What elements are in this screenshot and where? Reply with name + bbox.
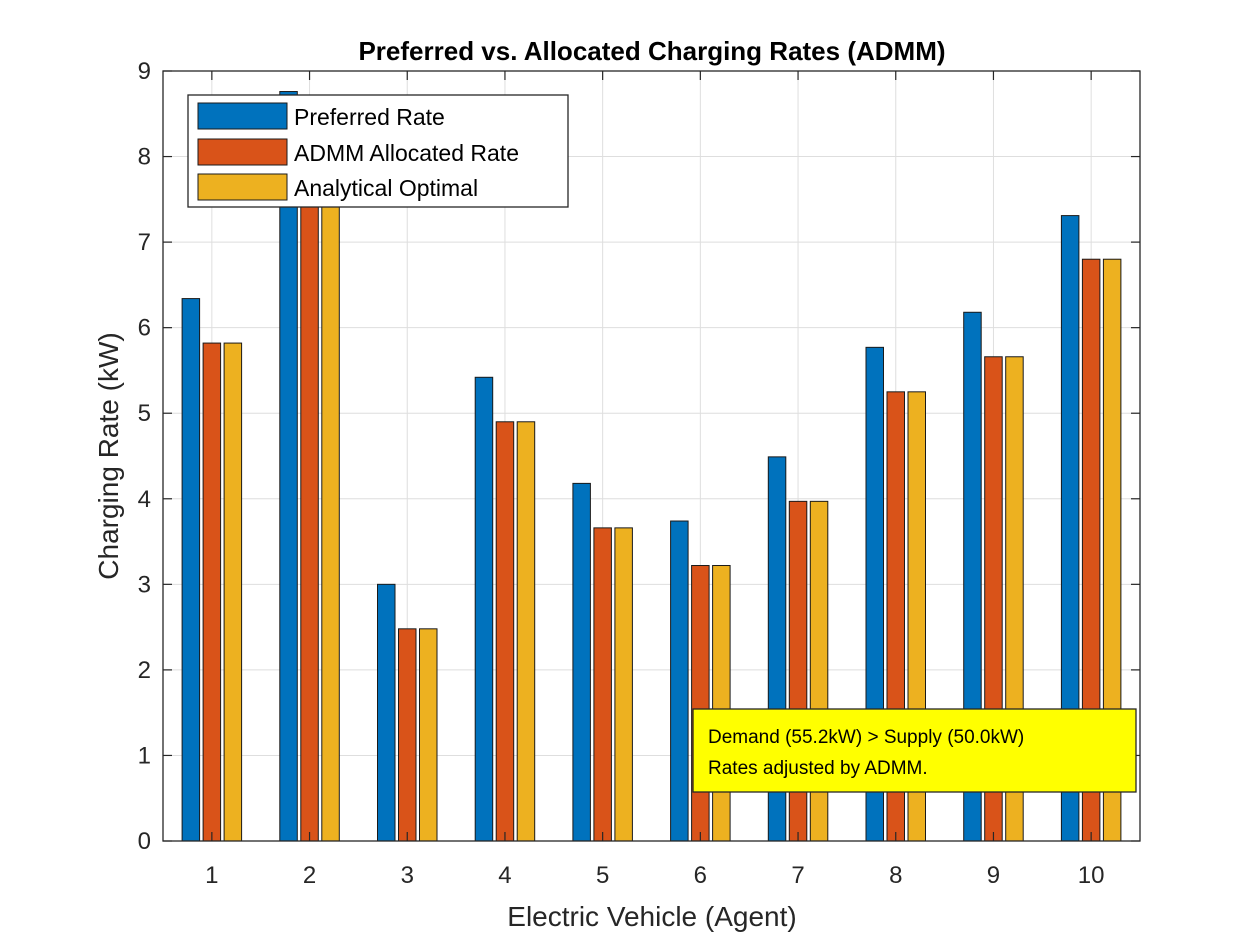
y-tick-label: 6	[138, 315, 151, 342]
x-tick-label: 5	[596, 862, 609, 889]
bar-series-1-agent-6	[670, 520, 689, 842]
chart-title: Preferred vs. Allocated Charging Rates (…	[358, 36, 945, 66]
bar-series-3-agent-6	[712, 565, 731, 842]
legend-label-preferred: Preferred Rate	[294, 104, 445, 130]
bar-series-3-agent-3	[419, 628, 438, 842]
bar-series-2-agent-3	[398, 628, 417, 842]
x-tick-label: 3	[401, 862, 414, 889]
y-tick-label: 7	[138, 229, 151, 256]
y-tick-label: 1	[138, 742, 151, 769]
bar-series-3-agent-1	[223, 342, 243, 842]
x-tick-label: 10	[1078, 862, 1105, 889]
bar-series-1-agent-4	[474, 376, 494, 842]
plot-frame	[162, 70, 1141, 842]
y-tick-label: 2	[138, 657, 151, 684]
legend-swatch-preferred	[197, 102, 288, 130]
bar-series-1-agent-5	[572, 482, 591, 842]
annotation-box: Demand (55.2kW) > Supply (50.0kW) Rates …	[692, 708, 1137, 793]
bar-series-2-agent-2	[300, 135, 319, 842]
x-tick-label: 7	[791, 862, 804, 889]
x-tick-label: 1	[205, 862, 218, 889]
y-tick-label: 0	[138, 828, 151, 855]
legend: Preferred Rate ADMM Allocated Rate Analy…	[187, 94, 569, 208]
y-tick-label: 4	[138, 486, 151, 513]
bar-series-1-agent-3	[377, 583, 396, 842]
y-tick-label: 3	[138, 571, 151, 598]
x-tick-label: 6	[694, 862, 707, 889]
x-axis-label: Electric Vehicle (Agent)	[507, 901, 796, 932]
x-tick-label: 8	[889, 862, 902, 889]
y-tick-label: 5	[138, 400, 151, 427]
annotation-line-1: Demand (55.2kW) > Supply (50.0kW)	[708, 727, 1024, 748]
legend-swatch-admm	[197, 138, 288, 166]
annotation-background	[692, 708, 1137, 793]
x-tick-label: 2	[303, 862, 316, 889]
y-axis-label: Charging Rate (kW)	[93, 332, 124, 579]
bar-series-1-agent-1	[181, 298, 201, 842]
bar-series-3-agent-5	[614, 527, 633, 842]
axis-ticks: 0 1 2 3 4 5 6 7 8 9 1 2 3 4 5 6 7 8 9 10	[138, 58, 1140, 889]
legend-swatch-analytical	[197, 173, 288, 201]
x-tick-label: 9	[987, 862, 1000, 889]
bar-series-2-agent-4	[495, 421, 515, 842]
y-tick-label: 8	[138, 144, 151, 171]
legend-label-analytical: Analytical Optimal	[294, 175, 478, 201]
bar-series-3-agent-2	[321, 135, 340, 842]
bar-series-2-agent-5	[593, 527, 612, 842]
bar-series-3-agent-4	[516, 421, 536, 842]
bar-series-2-agent-1	[202, 342, 222, 842]
y-tick-label: 9	[138, 58, 151, 85]
bar-series-2-agent-6	[691, 565, 710, 842]
legend-label-admm: ADMM Allocated Rate	[294, 140, 519, 166]
annotation-line-2: Rates adjusted by ADMM.	[708, 758, 928, 779]
x-tick-label: 4	[498, 862, 511, 889]
